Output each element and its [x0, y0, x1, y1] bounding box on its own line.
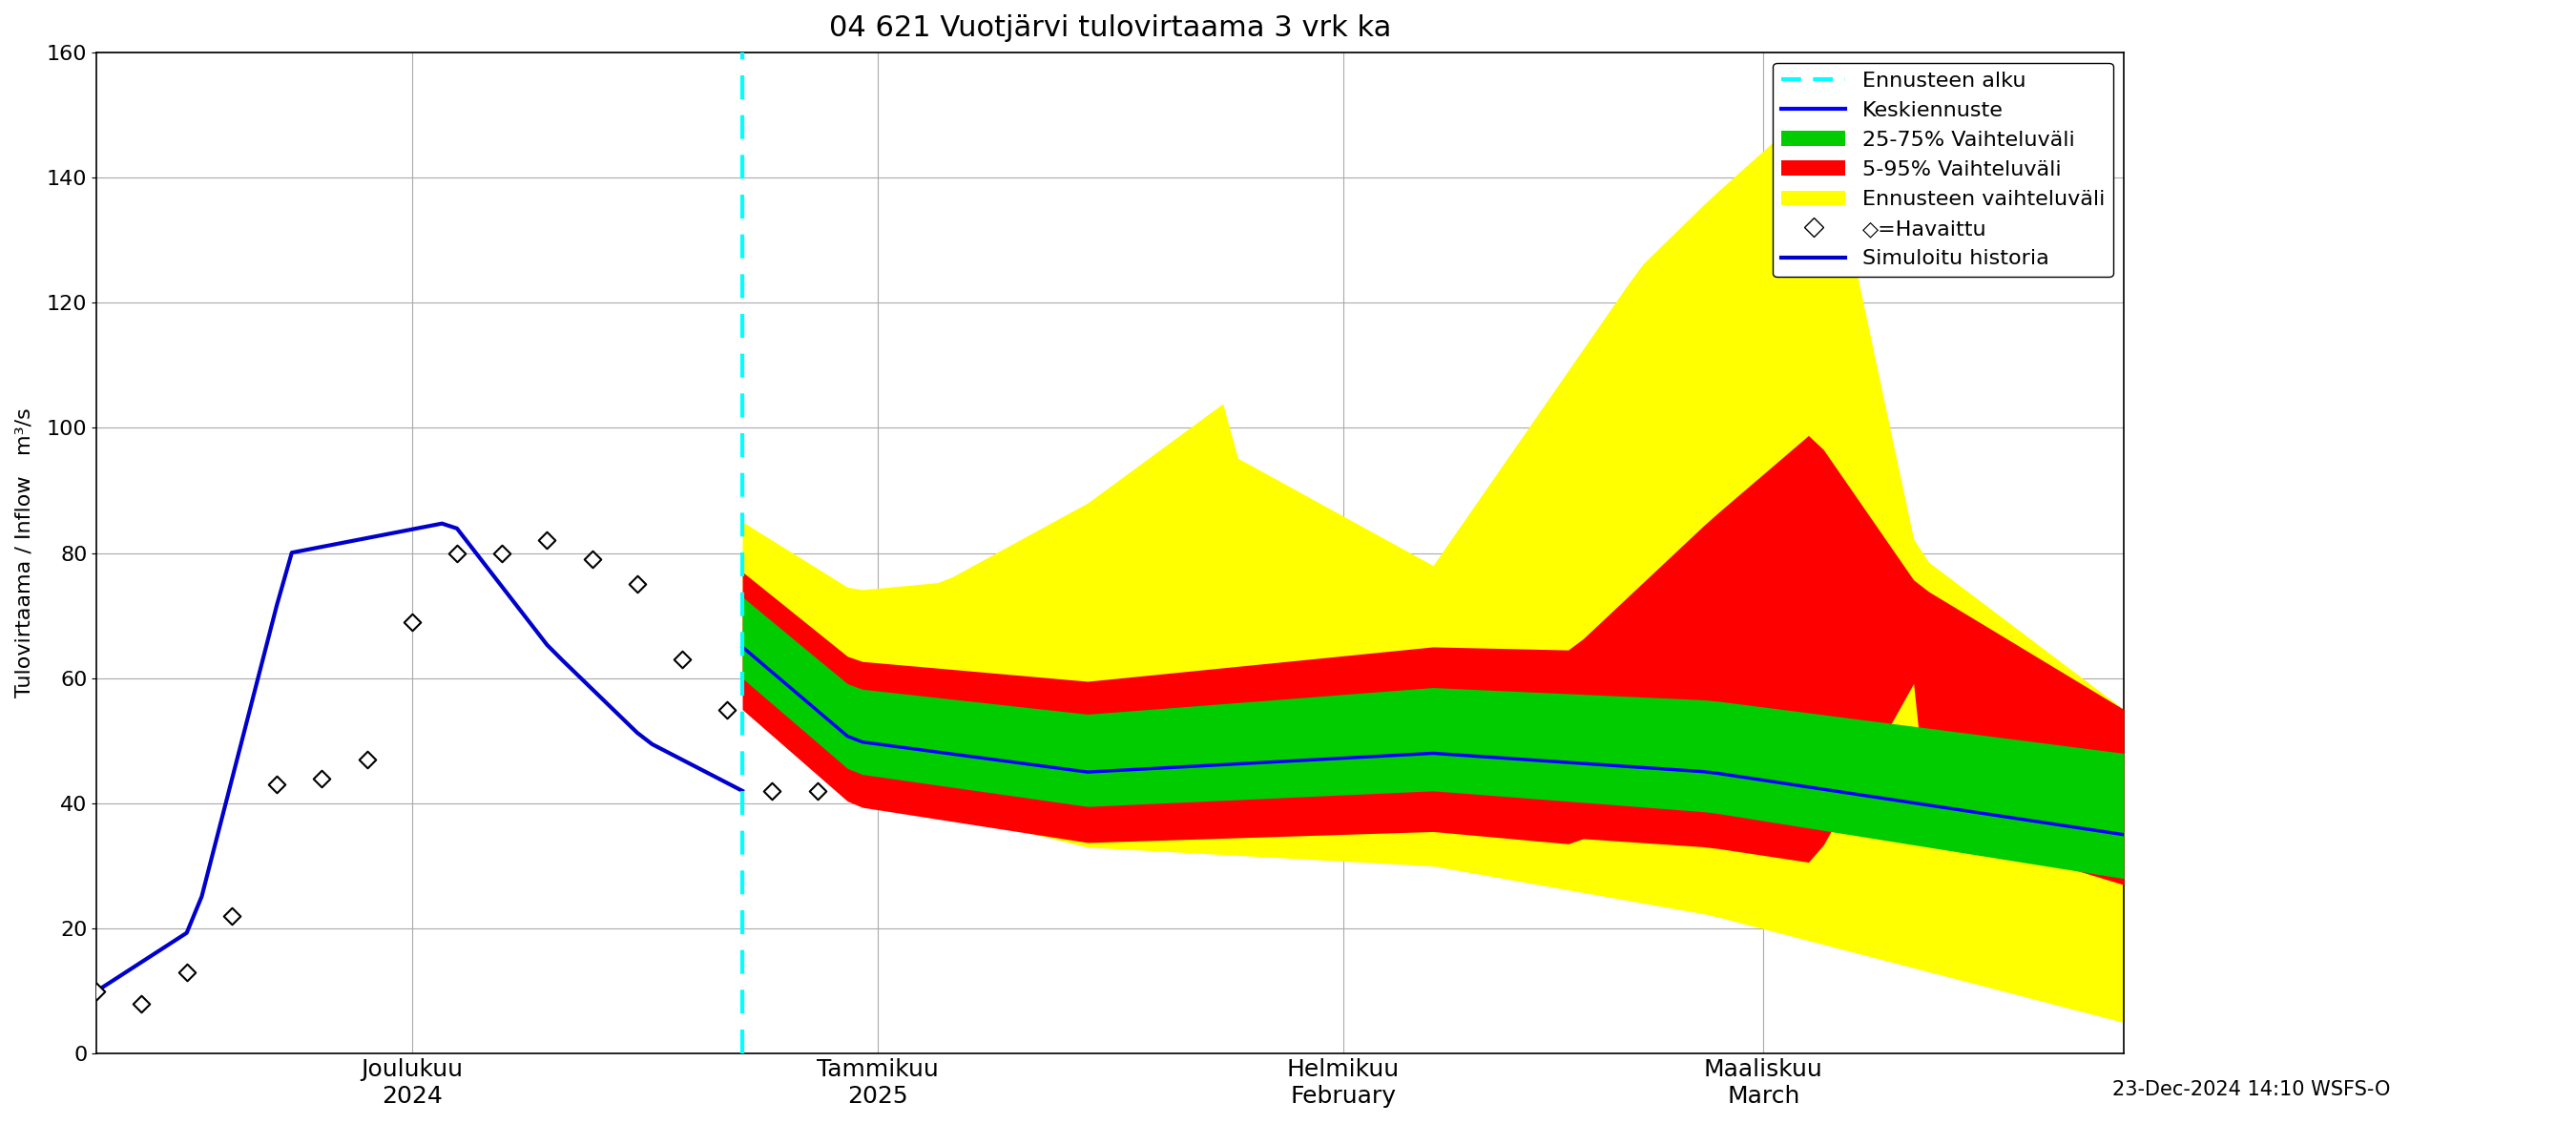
Point [211, 907, 252, 925]
Point [706, 701, 747, 719]
Title: 04 621 Vuotjärvi tulovirtaama 3 vrk ka: 04 621 Vuotjärvi tulovirtaama 3 vrk ka [829, 14, 1391, 42]
Point [662, 650, 703, 669]
Point [75, 982, 116, 1001]
Point [572, 550, 613, 568]
Point [526, 531, 567, 550]
Point [301, 769, 343, 788]
Legend: Ennusteen alku, Keskiennuste, 25-75% Vaihteluväli, 5-95% Vaihteluväli, Ennusteen: Ennusteen alku, Keskiennuste, 25-75% Vai… [1772, 63, 2112, 277]
Point [796, 782, 837, 800]
Y-axis label: Tulovirtaama / Inflow   m³/s: Tulovirtaama / Inflow m³/s [15, 408, 33, 697]
Point [255, 775, 296, 793]
Point [345, 750, 386, 768]
Point [482, 544, 523, 562]
Point [435, 544, 477, 562]
Text: 23-Dec-2024 14:10 WSFS-O: 23-Dec-2024 14:10 WSFS-O [2112, 1080, 2391, 1099]
Point [616, 575, 657, 593]
Point [121, 995, 162, 1013]
Point [752, 782, 793, 800]
Point [392, 613, 433, 631]
Point [165, 963, 206, 981]
